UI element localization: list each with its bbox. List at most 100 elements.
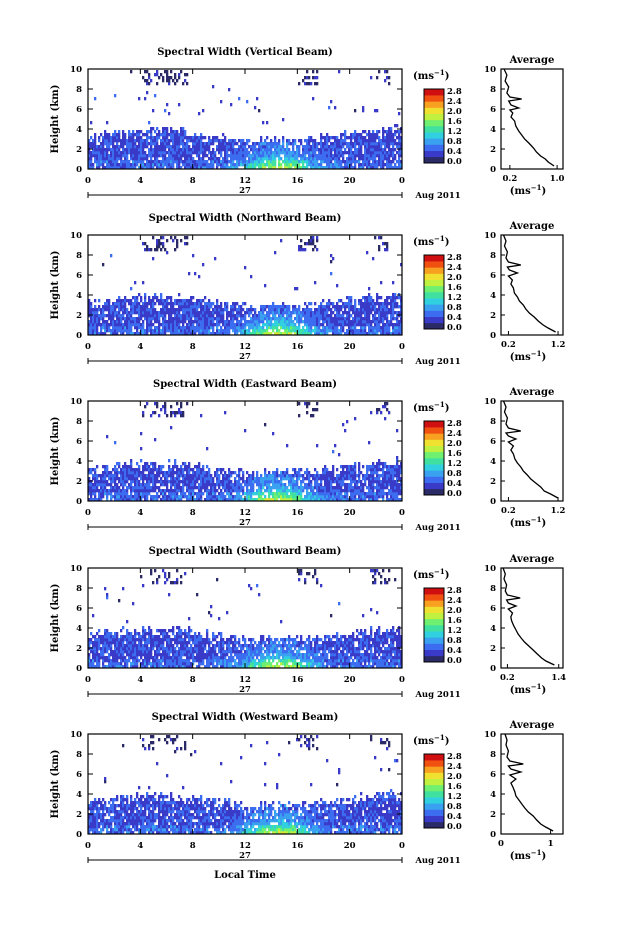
date-label: Aug 2011 xyxy=(414,191,460,201)
colorbar-tick-label: 1.6 xyxy=(447,117,462,127)
x-tick-label: 12 xyxy=(239,508,251,518)
colorbar-tick-label: 1.6 xyxy=(447,449,462,459)
colorbar-tick-label: 0.4 xyxy=(447,147,462,157)
average-profile-line xyxy=(504,733,554,832)
colorbar-tick-label: 2.0 xyxy=(447,107,462,117)
y-tick-label: 10 xyxy=(70,397,82,407)
colorbar-tick-label: 2.4 xyxy=(447,97,462,107)
avg-y-tick-label: 4 xyxy=(490,291,496,301)
colorbar-swatch xyxy=(424,760,444,767)
colorbar-tick-label: 0.4 xyxy=(447,646,462,656)
colorbar-tick-label: 2.8 xyxy=(447,419,462,429)
panel-title: Spectral Width (Southward Beam) xyxy=(149,546,342,557)
colorbar-swatch xyxy=(424,594,444,601)
x-tick-label: 16 xyxy=(291,841,303,851)
average-panel: Average 0 2 4 6 8 10 0.2 1.2 (ms−1) xyxy=(484,221,565,363)
x-tick-label: 16 xyxy=(291,342,303,352)
panel-title: Spectral Width (Eastward Beam) xyxy=(153,379,337,390)
avg-y-tick-label: 2 xyxy=(490,311,496,321)
colorbar-swatch xyxy=(424,421,444,428)
colorbar-swatch xyxy=(424,144,444,151)
colorbar-tick-label: 0.8 xyxy=(447,137,462,147)
average-profile-line xyxy=(502,400,559,499)
y-tick-label: 4 xyxy=(76,790,82,800)
colorbar-swatch xyxy=(424,285,444,293)
colorbar-swatch xyxy=(424,132,444,139)
x-tick-label: 0 xyxy=(85,841,91,851)
colorbar-swatch xyxy=(424,298,444,305)
panel-2: Spectral Width (Northward Beam) 0 2 4 6 8 10 He… xyxy=(50,213,566,367)
day-label: 27 xyxy=(239,186,251,196)
avg-x-tick-label: 0.2 xyxy=(502,174,517,184)
x-tick-label: 4 xyxy=(137,342,143,352)
colorbar-tick-label: 2.8 xyxy=(447,87,462,97)
colorbar-tick-label: 0.8 xyxy=(447,469,462,479)
x-tick-label: 16 xyxy=(291,508,303,518)
average-profile-line xyxy=(502,567,555,666)
average-title: Average xyxy=(509,55,555,66)
y-tick-label: 0 xyxy=(76,830,82,840)
x-tick-label: 0 xyxy=(85,508,91,518)
colorbar-swatch xyxy=(424,279,444,287)
day-label: 27 xyxy=(239,851,251,861)
colorbar-tick-label: 1.6 xyxy=(447,616,462,626)
colorbar-frame xyxy=(423,420,445,496)
colorbar-tick-label: 1.2 xyxy=(447,459,462,469)
y-tick-label: 6 xyxy=(76,437,82,447)
y-tick-label: 10 xyxy=(70,730,82,740)
colorbar-frame xyxy=(423,254,445,330)
colorbar: 0.00.40.81.21.62.02.42.8 xyxy=(423,419,462,499)
x-tick-label: 0 xyxy=(85,675,91,685)
colorbar-swatch xyxy=(424,316,444,324)
colorbar-swatch xyxy=(424,138,444,145)
x-tick-label: 20 xyxy=(344,675,356,685)
colorbar-swatch xyxy=(424,126,444,133)
x-tick-label: 8 xyxy=(190,176,196,186)
average-profile-line xyxy=(502,234,556,333)
x-axis-label: Local Time xyxy=(214,870,276,881)
colorbar-swatch xyxy=(424,482,444,490)
x-tick-label: 0 xyxy=(399,342,405,352)
average-panel: Average 0 2 4 6 8 10 0.2 1.2 (ms−1) xyxy=(484,387,565,529)
panel-title: Spectral Width (Westward Beam) xyxy=(152,712,339,723)
avg-y-tick-label: 2 xyxy=(490,644,496,654)
day-label: 27 xyxy=(239,685,251,695)
colorbar-tick-label: 1.2 xyxy=(447,293,462,303)
date-label: Aug 2011 xyxy=(414,357,460,367)
colorbar-swatch xyxy=(424,821,444,829)
avg-x-tick-label: 0.2 xyxy=(501,340,516,350)
x-tick-label: 8 xyxy=(190,342,196,352)
colorbar-swatch xyxy=(424,754,444,761)
y-tick-label: 0 xyxy=(76,165,82,175)
panel-4: Spectral Width (Southward Beam) 0 2 4 6 8 10 He… xyxy=(50,546,566,700)
unit-close: ) xyxy=(445,403,450,414)
colorbar-swatch xyxy=(424,292,444,299)
x-tick-label: 20 xyxy=(344,841,356,851)
average-xlabel: (ms−1) xyxy=(510,682,546,696)
x-tick-label: 4 xyxy=(137,841,143,851)
avg-y-tick-label: 10 xyxy=(484,564,496,574)
unit-exponent: −1 xyxy=(531,349,542,358)
colorbar-swatch xyxy=(424,791,444,798)
colorbar-tick-label: 0.0 xyxy=(447,822,462,832)
colorbar-swatch xyxy=(424,119,444,127)
x-tick-label: 0 xyxy=(85,342,91,352)
y-tick-label: 6 xyxy=(76,105,82,115)
x-tick-label: 20 xyxy=(344,176,356,186)
colorbar-swatch xyxy=(424,107,444,114)
avg-x-tick-label: 0.2 xyxy=(501,506,516,516)
panel-5: Spectral Width (Westward Beam)0246810Hei… xyxy=(50,712,564,866)
heatmap-cells xyxy=(88,402,403,502)
avg-y-tick-label: 6 xyxy=(490,770,496,780)
avg-y-tick-label: 8 xyxy=(490,417,496,427)
colorbar-swatch xyxy=(424,261,444,268)
y-tick-label: 10 xyxy=(70,564,82,574)
y-tick-label: 10 xyxy=(70,65,82,75)
x-tick-label: 4 xyxy=(137,176,143,186)
avg-y-tick-label: 0 xyxy=(490,331,496,341)
colorbar-swatch xyxy=(424,150,444,158)
colorbar-tick-label: 1.2 xyxy=(447,626,462,636)
colorbar-swatch xyxy=(424,458,444,465)
panel-3: Spectral Width (Eastward Beam) 0 2 4 6 8 10 Hei… xyxy=(50,379,566,533)
